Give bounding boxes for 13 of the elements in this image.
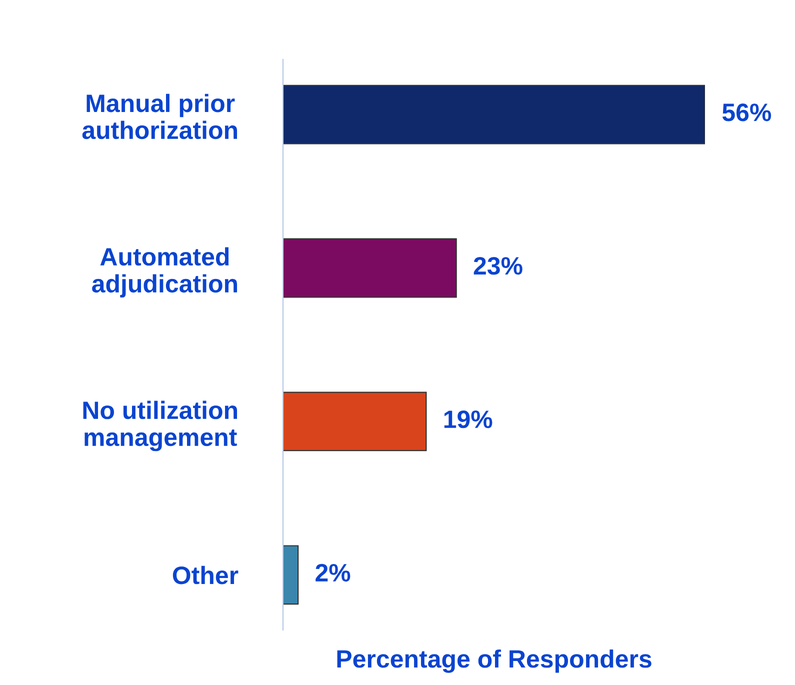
bar — [283, 238, 457, 298]
y-tick-label: No utilization management — [83, 400, 238, 452]
data-label: 2% — [316, 564, 350, 582]
data-label: 19% — [444, 410, 492, 428]
data-label: 23% — [474, 257, 522, 275]
y-tick-label: Automated adjudication — [92, 247, 238, 298]
data-label: 56% — [722, 104, 772, 122]
bar — [283, 545, 299, 605]
bar — [283, 392, 427, 452]
x-axis-title: Percentage of Responders — [337, 649, 652, 673]
y-tick-label: Manual prior authorization — [82, 94, 238, 140]
bar — [283, 84, 705, 144]
y-tick-label: Other — [172, 566, 238, 584]
